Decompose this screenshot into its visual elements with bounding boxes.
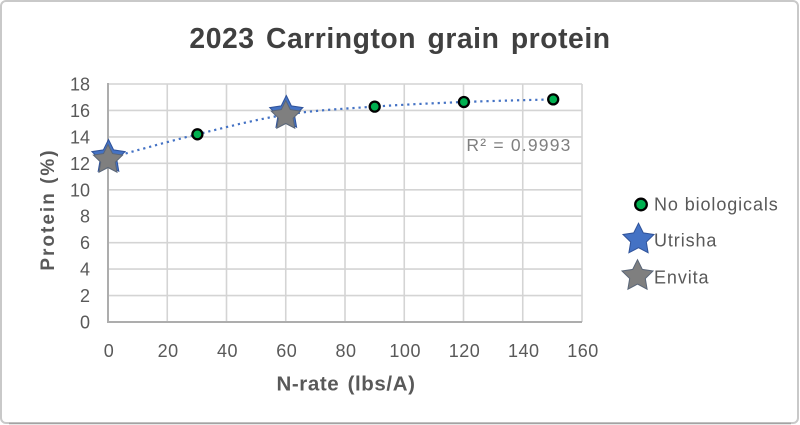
svg-text:Envita: Envita: [654, 268, 710, 288]
svg-text:N-rate (lbs/A): N-rate (lbs/A): [276, 373, 415, 396]
svg-text:2023 Carrington grain protein: 2023 Carrington grain protein: [189, 22, 610, 54]
svg-text:Protein (%): Protein (%): [38, 148, 59, 270]
svg-text:80: 80: [335, 341, 356, 361]
svg-text:10: 10: [70, 180, 90, 200]
svg-text:140: 140: [508, 341, 540, 361]
svg-text:6: 6: [80, 233, 90, 253]
svg-text:20: 20: [158, 341, 179, 361]
svg-text:40: 40: [217, 341, 238, 361]
svg-text:4: 4: [80, 260, 90, 280]
svg-text:60: 60: [276, 341, 297, 361]
svg-text:8: 8: [80, 207, 90, 227]
svg-text:Utrisha: Utrisha: [654, 231, 717, 251]
svg-text:2: 2: [80, 286, 90, 306]
svg-text:R² = 0.9993: R² = 0.9993: [466, 135, 571, 155]
svg-text:14: 14: [70, 127, 90, 147]
svg-text:160: 160: [567, 341, 599, 361]
svg-text:100: 100: [389, 341, 421, 361]
svg-text:16: 16: [70, 101, 90, 121]
svg-text:No biologicals: No biologicals: [654, 195, 779, 215]
svg-text:18: 18: [70, 75, 90, 95]
svg-text:120: 120: [449, 341, 481, 361]
svg-text:0: 0: [104, 341, 115, 361]
svg-text:12: 12: [70, 154, 90, 174]
svg-text:0: 0: [80, 313, 90, 333]
